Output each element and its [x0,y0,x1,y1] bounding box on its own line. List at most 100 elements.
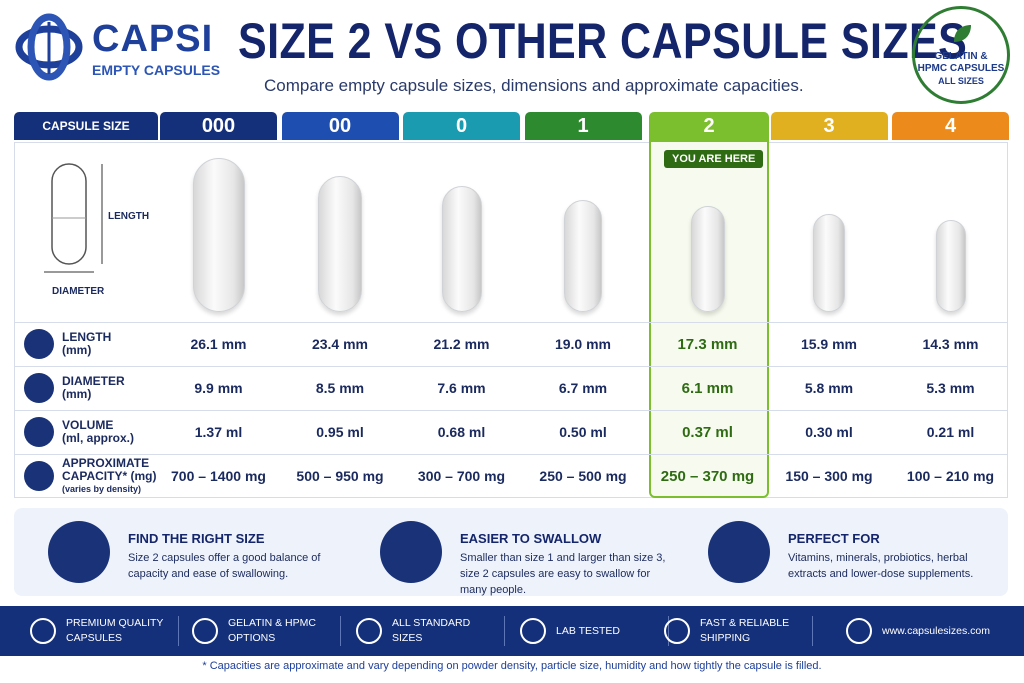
size-header: 1 [524,112,642,140]
footer-item: PREMIUM QUALITY CAPSULES [30,606,163,656]
footer-line: www.capsulesizes.com [882,624,990,637]
label-line: (varies by density) [62,483,142,494]
feature-text: Size 2 capsules offer a good balance of … [128,552,321,580]
badge: GELATIN & HPMC CAPSULES ALL SIZES [912,6,1010,104]
footer-item: LAB TESTED [520,606,620,656]
row-label: LENGTH (mm) [24,322,111,366]
divider [340,616,341,646]
label-line: LENGTH [62,330,112,344]
footer-text: ALL STANDARD SIZES [392,616,470,646]
diagram-label: DIAMETER [52,286,105,297]
footer-icon [846,618,872,644]
row-icon [24,461,54,491]
value-cell: 250 – 500 mg [539,468,627,484]
header-label: CAPSULE SIZE [14,112,158,140]
row-icon [24,329,54,359]
diagram-label: LENGTH [108,211,150,222]
value-cell: 17.3 mm [677,335,738,353]
size-header: 0 [403,112,520,140]
value-cell: 0.30 ml [805,424,853,440]
subtitle: Compare empty capsule sizes, dimensions … [264,76,804,95]
footer-line: ALL STANDARD [392,617,471,629]
row-icon [24,417,54,447]
row-label: DIAMETER (mm) [24,366,125,410]
row-label-text: LENGTH (mm) [62,331,111,357]
value-cell: 0.50 ml [559,424,607,440]
value-cell: 21.2 mm [433,336,490,352]
feature-text: Vitamins, minerals, probiotics, herbal e… [788,552,974,580]
value-cell: 9.9 mm [194,380,243,396]
value-cell: 15.9 mm [800,336,858,352]
row-line [14,322,1008,323]
value-cell: 700 – 1400 mg [171,468,266,484]
row-label-text: APPROXIMATE CAPACITY* (mg) (varies by dens… [62,455,157,496]
size-header: 2 [649,112,769,140]
footer-line: SIZES [392,632,423,644]
capsule [935,220,966,312]
value-cell: 14.3 mm [922,336,979,352]
footer-text: www.capsulesizes.com [882,624,990,639]
footer-line: GELATIN & HPMC [228,617,316,629]
label-line: APPROXIMATE [62,455,150,470]
title: SIZE 2 VS OTHER CAPSULE SIZES [238,13,968,69]
row-label: VOLUME (ml, approx.) [24,410,134,454]
footer-item: ALL STANDARD SIZES [356,606,470,656]
footer-text: PREMIUM QUALITY CAPSULES [66,616,163,646]
logo-name: CAPSI [92,18,214,60]
capsule [690,206,725,312]
footer-text: LAB TESTED [556,624,620,639]
badge-line: GELATIN & [934,51,988,62]
size-header: 000 [160,112,277,140]
footer-line: LAB TESTED [556,624,620,637]
size-header: 00 [281,112,399,140]
features [14,508,1008,596]
value-cell: 5.3 mm [926,380,975,396]
footer-line: SHIPPING [700,632,751,644]
label-line: VOLUME [62,418,114,432]
capsule [441,186,482,312]
footer-line: CAPSULES [66,632,123,644]
value-cell: 0.21 ml [926,424,975,440]
feature-text: Smaller than size 1 and larger than size… [460,552,666,596]
row-label: APPROXIMATE CAPACITY* (mg) (varies by dens… [24,454,156,498]
value-cell: 150 – 300 mg [785,468,873,484]
value-cell: 0.68 ml [437,424,486,440]
logo-icon [15,13,83,81]
divider [812,616,813,646]
footer-line: FAST & RELIABLE [700,617,790,629]
value-cell: 26.1 mm [190,336,247,352]
feature-title: EASIER TO SWALLOW [460,531,602,546]
highlight-label: YOU ARE HERE [664,150,764,168]
value-cell: 300 – 700 mg [417,468,506,484]
row-line [14,410,1008,411]
value-cell: 23.4 mm [311,336,369,352]
table-body [14,142,1008,498]
footer-item: GELATIN & HPMC OPTIONS [192,606,316,656]
value-cell: 5.8 mm [804,380,854,396]
value-cell: 250 – 370 mg [660,467,755,485]
feature-title: FIND THE RIGHT SIZE [128,531,265,546]
footnote: * Capacities are approximate and vary de… [202,660,822,672]
row-icon [24,373,54,403]
size-header: 3 [770,112,888,140]
leaf-icon [954,25,971,42]
footer-icon [192,618,218,644]
value-cell: 1.37 ml [194,424,243,440]
diagram [44,163,103,273]
footer-line: PREMIUM QUALITY [66,617,164,629]
value-cell: 0.37 ml [682,423,733,441]
footer-text: FAST & RELIABLE SHIPPING [700,616,789,646]
feature-icon [708,521,770,583]
label-line: (mm) [62,343,92,357]
badge-line: HPMC CAPSULES [917,63,1005,74]
size-header: 4 [892,112,1009,140]
row-label-text: VOLUME (ml, approx.) [62,419,134,445]
value-cell: 19.0 mm [554,336,612,352]
capsule [564,200,602,312]
label-line: CAPACITY* (mg) [62,468,157,483]
row-label-text: DIAMETER (mm) [62,375,125,401]
label-line: DIAMETER [62,374,125,388]
footer-icon [520,618,546,644]
capsule [813,214,845,312]
capsule [192,158,245,312]
